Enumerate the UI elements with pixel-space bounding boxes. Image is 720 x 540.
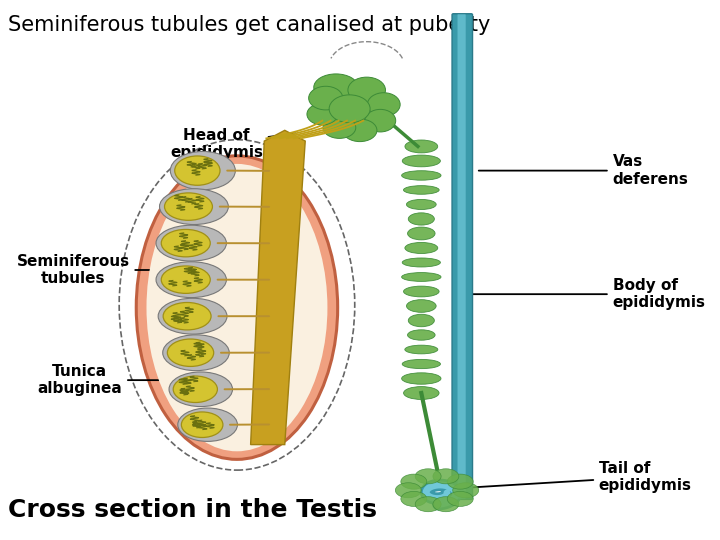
Ellipse shape <box>401 474 427 489</box>
Ellipse shape <box>158 298 227 334</box>
Ellipse shape <box>163 335 229 370</box>
Text: Seminiferous
tubules: Seminiferous tubules <box>17 254 179 286</box>
Ellipse shape <box>329 95 370 123</box>
Text: Head of
epididymis: Head of epididymis <box>170 127 296 160</box>
Text: Vas
deferens: Vas deferens <box>479 154 688 187</box>
Text: Tail of
epididymis: Tail of epididymis <box>472 461 692 493</box>
Ellipse shape <box>156 225 226 261</box>
Ellipse shape <box>323 117 356 138</box>
Ellipse shape <box>402 373 441 384</box>
Polygon shape <box>251 130 305 444</box>
Ellipse shape <box>181 412 223 437</box>
Ellipse shape <box>348 77 385 103</box>
Ellipse shape <box>402 360 441 369</box>
Text: Cross section in the Testis: Cross section in the Testis <box>8 498 377 523</box>
Ellipse shape <box>146 164 328 451</box>
Ellipse shape <box>415 469 441 484</box>
Ellipse shape <box>307 104 338 125</box>
Ellipse shape <box>163 302 211 330</box>
Ellipse shape <box>343 119 377 141</box>
Ellipse shape <box>367 93 400 116</box>
Text: Tunica
albuginea: Tunica albuginea <box>37 364 186 396</box>
Ellipse shape <box>453 483 479 498</box>
Ellipse shape <box>178 408 238 441</box>
Ellipse shape <box>408 330 435 340</box>
Ellipse shape <box>402 155 441 167</box>
Ellipse shape <box>136 156 338 460</box>
Ellipse shape <box>314 74 358 101</box>
Ellipse shape <box>175 156 220 185</box>
FancyBboxPatch shape <box>457 14 466 499</box>
Ellipse shape <box>407 300 436 312</box>
Ellipse shape <box>415 497 441 512</box>
Ellipse shape <box>403 286 439 297</box>
Ellipse shape <box>169 372 233 407</box>
Ellipse shape <box>161 230 210 257</box>
Ellipse shape <box>404 387 439 400</box>
Ellipse shape <box>164 193 212 220</box>
Text: Seminiferous tubules get canalised at puberty: Seminiferous tubules get canalised at pu… <box>8 15 490 35</box>
Ellipse shape <box>161 266 210 293</box>
Ellipse shape <box>447 491 473 507</box>
Ellipse shape <box>407 199 436 210</box>
FancyBboxPatch shape <box>452 14 472 500</box>
Ellipse shape <box>405 242 438 253</box>
Ellipse shape <box>402 171 441 180</box>
Ellipse shape <box>365 110 396 132</box>
Ellipse shape <box>160 188 228 225</box>
Ellipse shape <box>174 376 217 402</box>
Ellipse shape <box>408 213 434 225</box>
Ellipse shape <box>433 469 459 484</box>
Ellipse shape <box>433 497 459 512</box>
Text: Body of
epididymis: Body of epididymis <box>458 278 706 310</box>
Ellipse shape <box>403 186 439 194</box>
Ellipse shape <box>156 262 226 298</box>
Ellipse shape <box>395 483 421 498</box>
Ellipse shape <box>447 474 473 489</box>
Ellipse shape <box>408 227 435 240</box>
Ellipse shape <box>405 140 438 153</box>
Ellipse shape <box>167 339 214 367</box>
Ellipse shape <box>171 151 235 190</box>
Ellipse shape <box>401 491 427 507</box>
Ellipse shape <box>402 258 441 267</box>
Ellipse shape <box>408 314 434 327</box>
Ellipse shape <box>402 273 441 281</box>
Ellipse shape <box>405 345 438 354</box>
Ellipse shape <box>309 86 343 110</box>
